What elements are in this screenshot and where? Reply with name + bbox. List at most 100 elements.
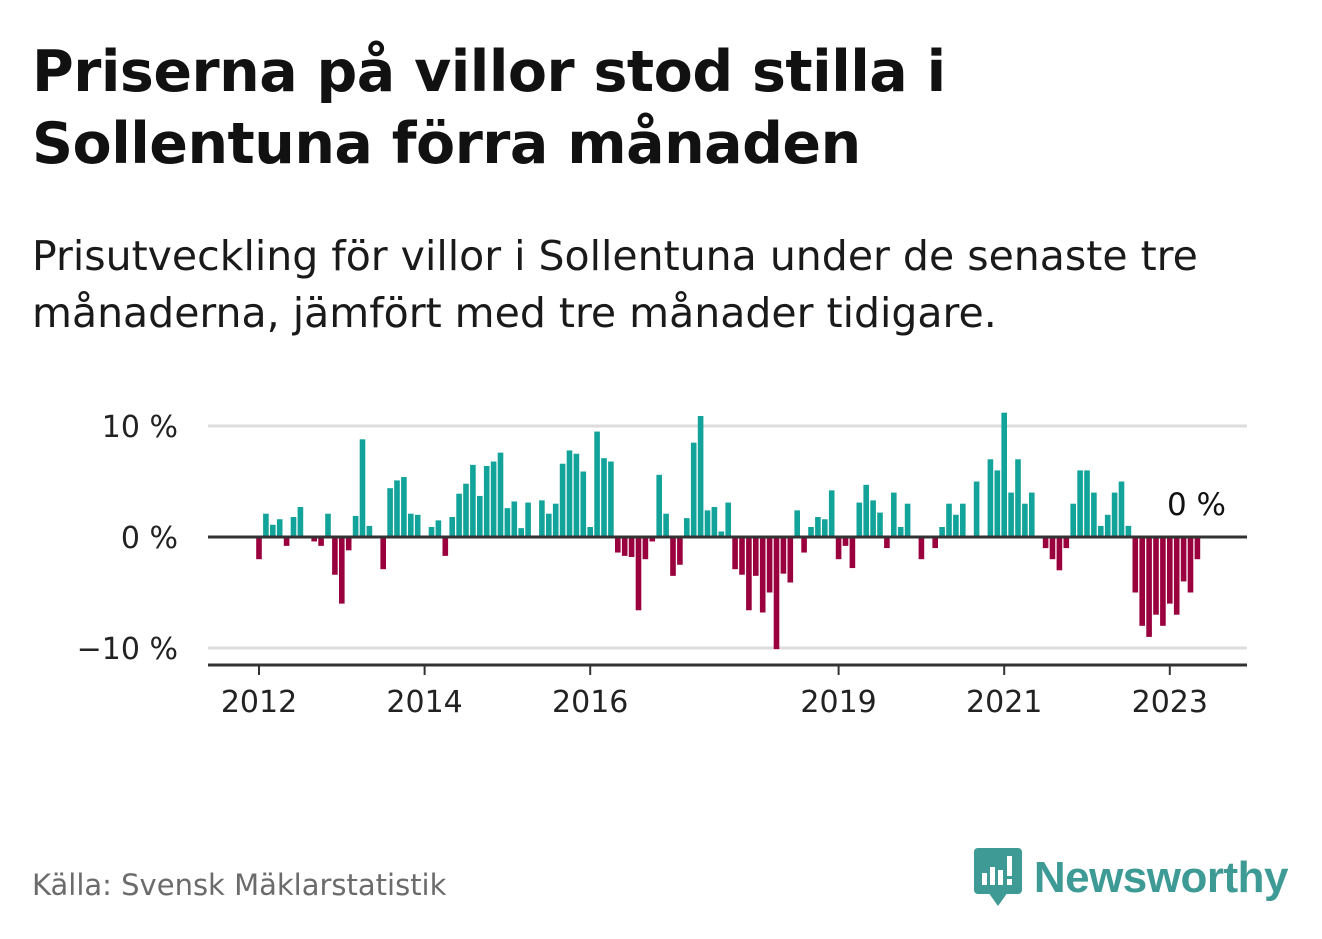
y-tick-label: 10 % (102, 410, 178, 445)
x-axis-ticks: 2012 2014 2016 2019 2021 2023 (221, 665, 1208, 720)
bar (332, 537, 338, 575)
axes (208, 535, 1247, 667)
bar (697, 416, 704, 537)
bar (939, 527, 945, 537)
bar (690, 442, 697, 537)
x-tick-label: 2021 (966, 685, 1042, 720)
bar (408, 513, 414, 537)
bar (566, 450, 573, 537)
bar (1049, 537, 1056, 560)
bar (663, 513, 669, 537)
x-tick-label: 2016 (552, 685, 628, 720)
bar (759, 537, 766, 613)
bar (704, 510, 711, 537)
bar (1022, 503, 1028, 537)
bar (1042, 537, 1049, 549)
bar (822, 519, 828, 537)
bar (863, 484, 869, 537)
bar (828, 490, 835, 537)
bar (608, 461, 614, 537)
bar (677, 537, 683, 565)
bar (746, 537, 752, 611)
bar (435, 520, 442, 537)
bar (311, 537, 317, 542)
bar (1008, 492, 1014, 537)
bar (449, 517, 455, 537)
bar (539, 500, 545, 537)
y-tick-label: 0 % (121, 521, 178, 556)
bar (670, 537, 676, 576)
bar (684, 518, 690, 537)
bar (1153, 537, 1159, 615)
gridlines (208, 424, 1247, 650)
bar (511, 501, 518, 537)
bar (594, 431, 600, 537)
bar (1194, 537, 1201, 560)
bar (256, 537, 262, 560)
bar (780, 537, 787, 574)
bar (718, 531, 725, 537)
bar (1070, 503, 1076, 537)
bar (870, 500, 876, 537)
bar (1111, 492, 1118, 537)
bar (635, 537, 642, 611)
bar (773, 537, 780, 650)
bar (442, 537, 449, 556)
bar (463, 483, 469, 537)
newsworthy-logo-icon (973, 848, 1022, 906)
bar (732, 537, 738, 570)
x-tick-label: 2014 (386, 685, 462, 720)
bar (794, 510, 800, 537)
bar (753, 537, 759, 576)
bar (739, 537, 745, 575)
bar (877, 512, 883, 537)
bar (470, 464, 476, 537)
bar (711, 507, 718, 537)
bar (270, 524, 276, 537)
bar (559, 463, 566, 537)
bar (960, 503, 966, 537)
bar (1118, 481, 1125, 537)
brand-name: Newsworthy (1033, 853, 1289, 902)
bar (849, 537, 856, 569)
bar (546, 513, 552, 537)
bar (580, 471, 587, 537)
bar (428, 527, 435, 537)
bar (587, 527, 593, 537)
bar (276, 519, 283, 537)
bar (994, 470, 1001, 537)
bar (642, 537, 649, 560)
bar (621, 537, 628, 556)
bar (552, 503, 559, 537)
chart-title: Priserna på villor stod stilla i Sollent… (32, 39, 946, 177)
bar (1146, 537, 1152, 637)
bar (394, 480, 400, 537)
bar (318, 537, 324, 546)
bar (401, 477, 407, 537)
bar (787, 537, 794, 583)
bar (1125, 525, 1132, 537)
bar (897, 527, 904, 537)
bar (1029, 492, 1035, 537)
bar (1015, 459, 1021, 537)
bar (946, 503, 952, 537)
bar (414, 514, 421, 537)
bar (380, 537, 386, 570)
bars (256, 412, 1201, 650)
bar (297, 507, 304, 537)
bar (483, 465, 490, 537)
bar (352, 515, 359, 537)
bar (918, 537, 925, 560)
bar (615, 537, 621, 553)
bar (477, 495, 483, 537)
x-tick-label: 2023 (1132, 685, 1208, 720)
bar (628, 537, 635, 557)
bar (842, 537, 849, 546)
bar (283, 537, 290, 546)
bar (884, 537, 890, 549)
bar (601, 458, 607, 537)
bar (1098, 525, 1104, 537)
bar (456, 493, 462, 537)
bar (987, 459, 994, 537)
bar (932, 537, 938, 549)
